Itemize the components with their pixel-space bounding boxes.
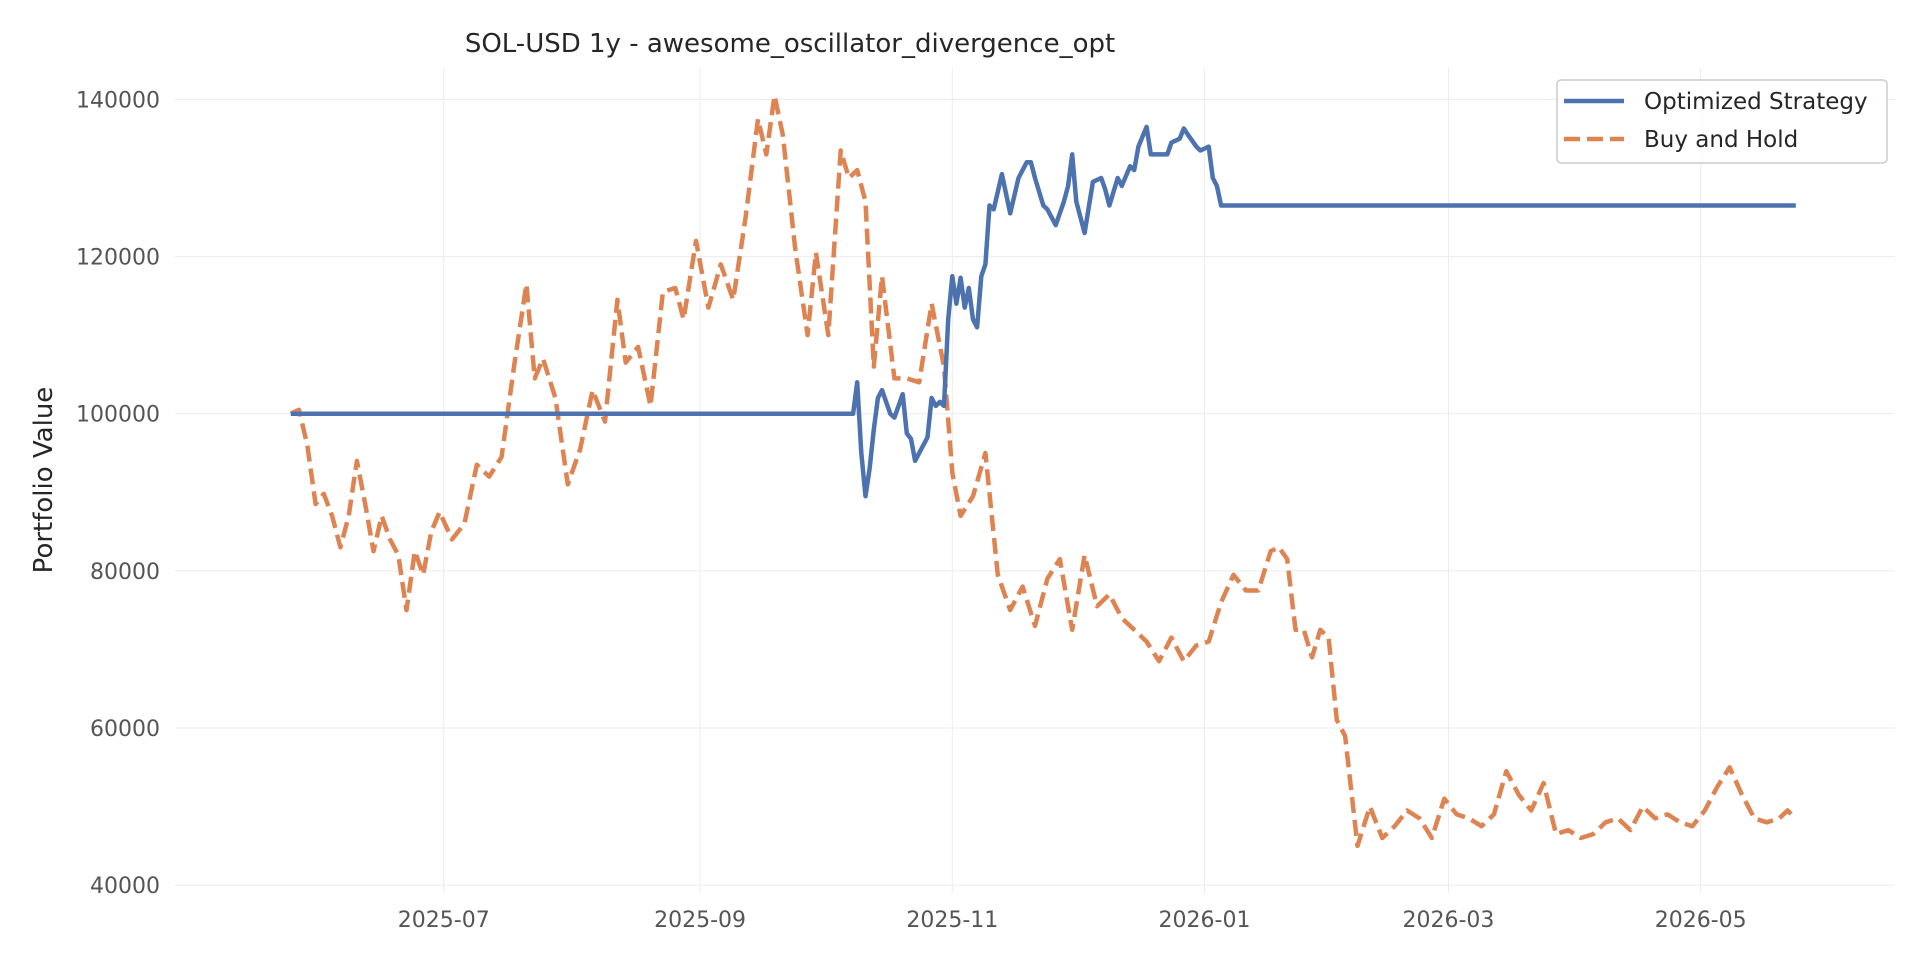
legend-label-buy-and-hold: Buy and Hold: [1644, 127, 1798, 153]
y-tick-label: 120000: [76, 246, 160, 271]
y-tick-label: 100000: [76, 403, 160, 428]
legend[interactable]: Optimized Strategy Buy and Hold: [1556, 79, 1888, 164]
axis-layer: 40000 60000 80000 100000 120000 140000 2025-07…: [76, 88, 1747, 933]
y-tick-label: 80000: [90, 560, 160, 585]
x-tick-label: 2026-01: [1159, 908, 1251, 933]
legend-label-optimized-strategy: Optimized Strategy: [1644, 89, 1868, 115]
grid-layer: [175, 68, 1895, 893]
y-axis-label: Portfolio Value: [29, 387, 59, 574]
x-tick-label: 2025-11: [906, 908, 998, 933]
x-tick-label: 2026-05: [1655, 908, 1747, 933]
series-layer: [289, 93, 1798, 849]
y-tick-label: 60000: [90, 717, 160, 742]
x-tick-label: 2025-07: [398, 908, 490, 933]
y-tick-label: 140000: [76, 88, 160, 113]
x-tick-label: 2025-09: [654, 908, 746, 933]
legend-frame: [1556, 79, 1888, 164]
y-tick-label: 40000: [90, 874, 160, 899]
chart-title: SOL-USD 1y - awesome_oscillator_divergen…: [465, 29, 1115, 59]
buy-and-hold-series-line: [289, 93, 1798, 849]
optimized-strategy-series-line: [290, 124, 1796, 499]
x-tick-label: 2026-03: [1403, 908, 1495, 933]
